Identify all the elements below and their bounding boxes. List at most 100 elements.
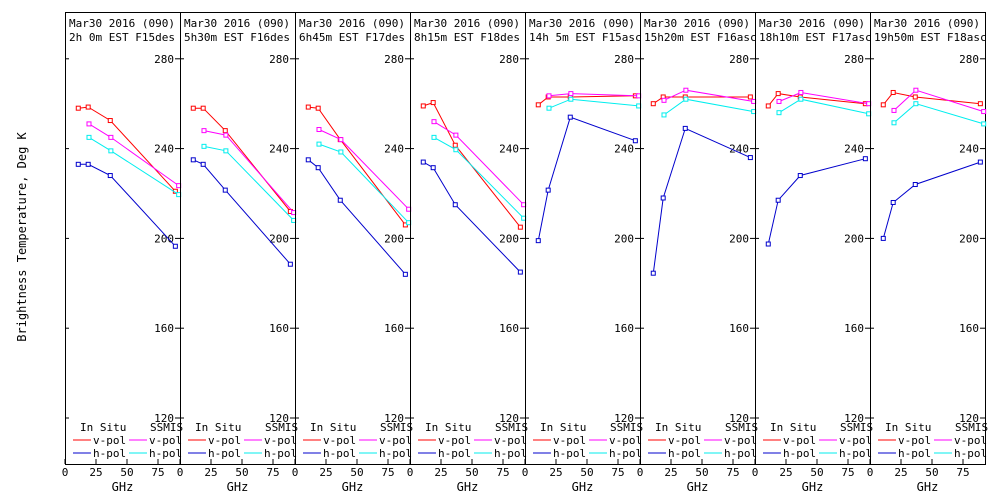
series-line <box>548 93 639 97</box>
data-point <box>431 134 437 140</box>
data-point <box>632 138 638 144</box>
series-line <box>318 129 410 210</box>
data-point <box>201 143 207 149</box>
data-point <box>891 107 897 113</box>
legend-insitu-v-pol: v-pol <box>323 434 356 447</box>
data-point <box>86 134 92 140</box>
legend-insitu-v-pol: v-pol <box>668 434 701 447</box>
chart-panel: Mar30 2016 (090)14h 5m EST F15asc 120 160 2… <box>522 12 643 494</box>
data-point <box>977 159 983 165</box>
data-point <box>453 147 459 153</box>
data-point <box>913 101 919 107</box>
y-tick-label: 160 <box>499 322 519 335</box>
series-line <box>78 106 176 192</box>
y-tick-label: 200 <box>384 232 404 245</box>
data-point <box>977 101 983 107</box>
panel-title-date: Mar30 2016 (090) <box>184 17 290 30</box>
x-axis-label: GHz <box>342 480 364 494</box>
legend-in-situ: In Situ <box>885 421 931 434</box>
y-tick-label: 280 <box>269 53 289 66</box>
y-tick-label: 240 <box>269 143 289 156</box>
data-point <box>546 105 552 111</box>
data-point <box>880 235 886 241</box>
panel-title-date: Mar30 2016 (090) <box>529 17 635 30</box>
data-point <box>107 118 113 124</box>
data-point <box>316 127 322 133</box>
data-point <box>223 148 229 154</box>
series-line <box>193 107 291 212</box>
x-tick-label: 25 <box>549 466 562 479</box>
data-point <box>747 155 753 161</box>
x-tick-label: 0 <box>292 466 299 479</box>
chart-panel: Mar30 2016 (090)15h20m EST F16asc 120 160 2… <box>637 12 758 494</box>
data-point <box>305 104 311 110</box>
legend-in-situ: In Situ <box>310 421 356 434</box>
series-line <box>767 158 866 245</box>
legend-ssmis: SSMIS <box>955 421 988 434</box>
y-tick-label: 160 <box>959 322 979 335</box>
data-point <box>85 104 91 110</box>
panel-title-date: Mar30 2016 (090) <box>644 17 750 30</box>
y-tick-label: 280 <box>614 53 634 66</box>
panel-title-time: 8h15m EST F18des <box>414 31 520 44</box>
y-tick-label: 200 <box>614 232 634 245</box>
y-tick-label: 280 <box>959 53 979 66</box>
data-point <box>430 100 436 106</box>
legend-insitu-h-pol: h-pol <box>783 447 816 460</box>
series-line <box>653 96 751 105</box>
y-tick-label: 240 <box>154 143 174 156</box>
legend-ssmis-v-pol: v-pol <box>379 434 412 447</box>
y-tick-label: 280 <box>499 53 519 66</box>
series-line <box>203 145 295 221</box>
legend-ssmis-v-pol: v-pol <box>954 434 987 447</box>
x-axis-label: GHz <box>457 480 479 494</box>
data-point <box>517 269 523 275</box>
legend-in-situ: In Situ <box>540 421 586 434</box>
legend-insitu-h-pol: h-pol <box>208 447 241 460</box>
series-line <box>893 89 984 113</box>
x-axis-label: GHz <box>917 480 939 494</box>
panel-title-date: Mar30 2016 (090) <box>874 17 980 30</box>
y-tick-label: 200 <box>959 232 979 245</box>
data-point <box>650 270 656 276</box>
data-point <box>85 161 91 167</box>
x-tick-label: 25 <box>894 466 907 479</box>
series-line <box>663 98 754 116</box>
data-point <box>775 197 781 203</box>
legend-in-situ: In Situ <box>655 421 701 434</box>
x-tick-label: 75 <box>496 466 509 479</box>
legend-insitu-h-pol: h-pol <box>898 447 931 460</box>
series-line <box>893 103 984 125</box>
series-line <box>308 106 406 226</box>
data-point <box>776 98 782 104</box>
data-point <box>430 165 436 171</box>
panel-title-time: 5h30m EST F16des <box>184 31 290 44</box>
legend-ssmis: SSMIS <box>725 421 758 434</box>
data-point <box>765 103 771 109</box>
panel-title-time: 15h20m EST F16asc <box>644 31 757 44</box>
data-point <box>682 125 688 131</box>
data-point <box>223 132 229 138</box>
data-point <box>108 148 114 154</box>
x-tick-label: 75 <box>841 466 854 479</box>
legend-insitu-h-pol: h-pol <box>323 447 356 460</box>
data-point <box>747 94 753 100</box>
chart-panel: Mar30 2016 (090)18h10m EST F17asc 120 160 2… <box>752 12 873 494</box>
panel-title-date: Mar30 2016 (090) <box>299 17 405 30</box>
chart-panel: Mar30 2016 (090)8h15m EST F18des 120 160 20… <box>407 12 528 494</box>
y-tick-label: 200 <box>154 232 174 245</box>
legend-insitu-v-pol: v-pol <box>783 434 816 447</box>
x-tick-label: 0 <box>637 466 644 479</box>
y-tick-label: 200 <box>499 232 519 245</box>
y-tick-label: 200 <box>729 232 749 245</box>
legend-in-situ: In Situ <box>195 421 241 434</box>
x-tick-label: 50 <box>235 466 248 479</box>
y-tick-label: 240 <box>614 143 634 156</box>
data-point <box>568 91 574 97</box>
y-tick-label: 240 <box>844 143 864 156</box>
y-tick-label: 160 <box>729 322 749 335</box>
y-tick-label: 160 <box>614 322 634 335</box>
legend-ssmis-v-pol: v-pol <box>494 434 527 447</box>
